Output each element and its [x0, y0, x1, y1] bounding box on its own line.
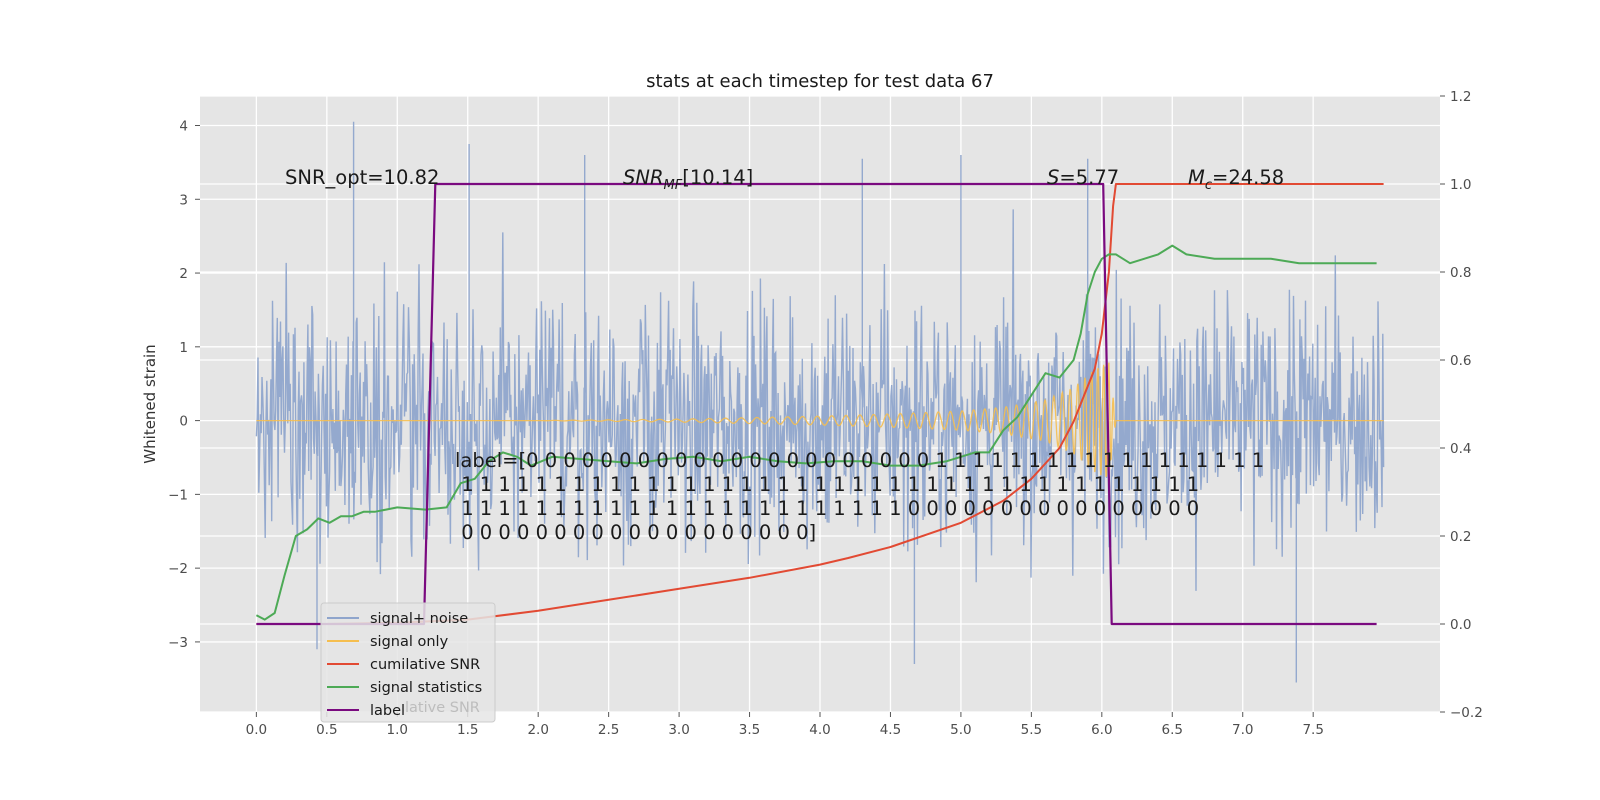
- legend-ghost-text: lative SNR: [405, 700, 480, 716]
- x-tick-label: 6.5: [1162, 722, 1183, 738]
- label-line-3: 1 1 1 1 1 1 1 1 1 1 1 1 1 1 1 1 1 1 1 1 …: [455, 497, 1199, 520]
- annotation-snr-opt: SNR_opt=10.82: [285, 166, 439, 189]
- annotation-s: S=5.77: [1047, 166, 1119, 189]
- y-tick-label: 0: [179, 414, 188, 430]
- y2-tick-label: 0.2: [1450, 529, 1471, 545]
- y2-tick-label: 0.0: [1450, 617, 1471, 633]
- x-tick-label: 3.0: [668, 722, 689, 738]
- x-tick-label: 4.5: [880, 722, 901, 738]
- y2-tick-label: 1.2: [1450, 89, 1471, 105]
- x-tick-label: 3.5: [739, 722, 760, 738]
- legend: lative SNR signal+ noise signal only cumil…: [320, 602, 496, 723]
- y-tick-label: 2: [179, 266, 188, 282]
- y-tick-label: −1: [168, 487, 188, 503]
- series-lines: [255, 182, 1384, 626]
- x-tick-label: 0.5: [316, 722, 337, 738]
- y2-tick-label: 1.0: [1450, 177, 1471, 193]
- legend-items: signal+ noise signal only cumilative SNR si…: [327, 611, 482, 719]
- annotation-s-value: =5.77: [1059, 166, 1119, 189]
- y2-tick-label: −0.2: [1450, 705, 1483, 721]
- label-line-4: 0 0 0 0 0 0 0 0 0 0 0 0 0 0 0 0 0 0 0]: [455, 521, 816, 544]
- legend-label: signal statistics: [370, 680, 482, 696]
- x-tick-label: 2.5: [598, 722, 619, 738]
- y2-tick-label: 0.6: [1450, 353, 1471, 369]
- cumulative-snr-line: [256, 183, 1384, 625]
- x-tick-label: 1.5: [457, 722, 478, 738]
- x-tick-label: 2.0: [527, 722, 548, 738]
- annotation-mc-value: =24.58: [1212, 166, 1284, 189]
- annotation-snr-mf-value: [10.14]: [682, 166, 753, 189]
- y-tick-label: 1: [179, 340, 188, 356]
- y2-tick-label: 0.8: [1450, 265, 1471, 281]
- signal-only-line: [256, 362, 1384, 477]
- legend-label: cumilative SNR: [370, 657, 480, 673]
- label-line-2: 1 1 1 1 1 1 1 1 1 1 1 1 1 1 1 1 1 1 1 1 …: [455, 473, 1199, 496]
- y-tick-label: −2: [168, 561, 188, 577]
- x-tick-label: 1.0: [387, 722, 408, 738]
- x-tick-label: 7.0: [1232, 722, 1253, 738]
- x-tick-label: 4.0: [809, 722, 830, 738]
- x-tick-label: 6.0: [1091, 722, 1112, 738]
- y2-tick-label: 0.4: [1450, 441, 1471, 457]
- x-tick-label: 5.5: [1021, 722, 1042, 738]
- signal-statistics-line: [255, 244, 1377, 621]
- x-tick-label: 0.0: [246, 722, 267, 738]
- annotation-mc: Mc=24.58: [1188, 166, 1284, 193]
- y-tick-label: 3: [179, 192, 188, 208]
- legend-label: signal+ noise: [370, 611, 468, 627]
- legend-label: label: [370, 703, 405, 719]
- series-signal-noise: [255, 121, 1385, 683]
- x-tick-label: 7.5: [1302, 722, 1323, 738]
- annotation-label-array: label=[0 0 0 0 0 0 0 0 0 0 0 0 0 0 0 0 0…: [455, 449, 1264, 544]
- signal-noise-line: [255, 121, 1385, 683]
- x-tick-label: 5.0: [950, 722, 971, 738]
- axis-ticks: 0.0 0.5 1.0 1.5 2.0 2.5 3.0 3.5 4.0 4.5 5.0 5.5 6.0 6…: [168, 89, 1483, 738]
- y-tick-label: −3: [168, 635, 188, 651]
- chart-title: stats at each timestep for test data 67: [646, 71, 994, 92]
- legend-box: [320, 602, 496, 723]
- legend-label: signal only: [370, 634, 449, 650]
- y-tick-label: 4: [179, 119, 188, 135]
- label-line-1: label=[0 0 0 0 0 0 0 0 0 0 0 0 0 0 0 0 0…: [455, 449, 1264, 472]
- annotation-snr-mf: SNRMF[10.14]: [623, 166, 753, 193]
- y-axis-label: Whitened strain: [141, 344, 159, 463]
